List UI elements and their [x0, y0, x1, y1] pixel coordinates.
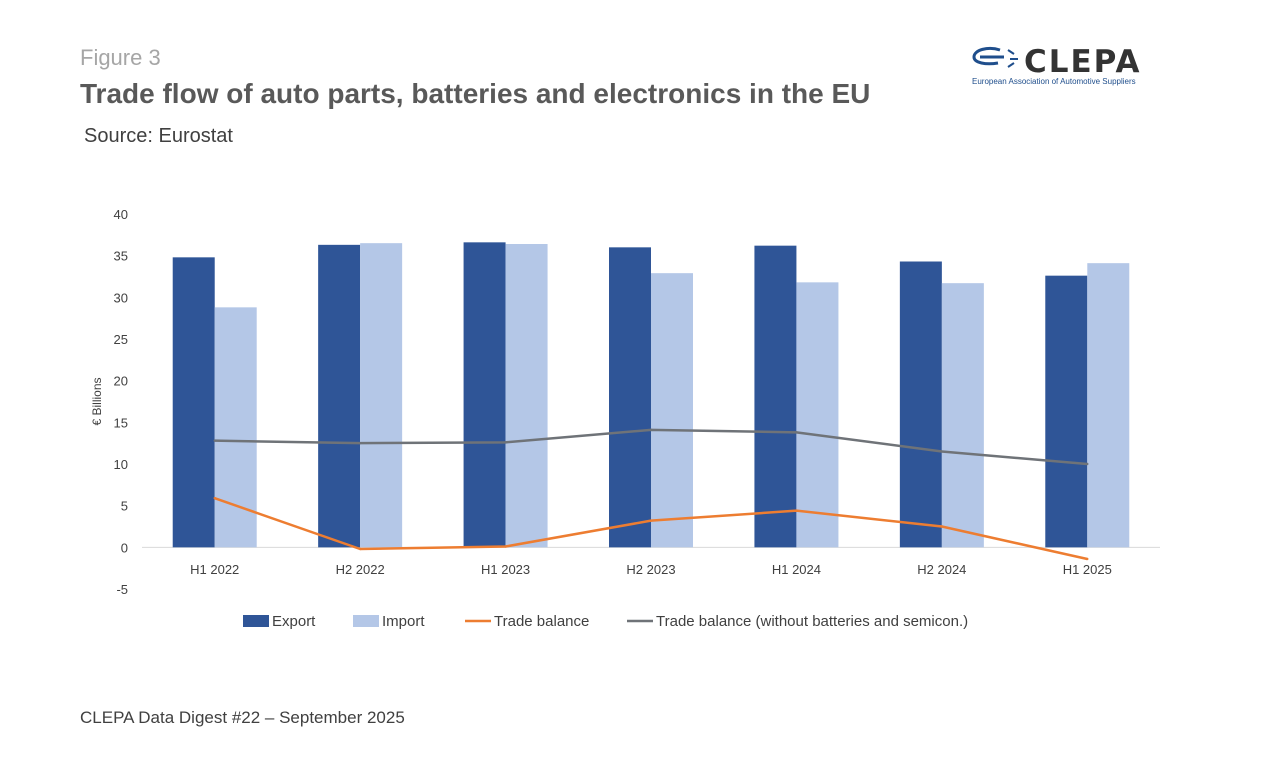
trade-balance-point [213, 496, 216, 500]
x-tick-label: H1 2023 [481, 562, 530, 577]
logo-name: CLEPA [1024, 44, 1142, 80]
trade-balance-adjusted-point [795, 431, 798, 434]
y-tick-label: -5 [116, 582, 128, 597]
import-bar [796, 282, 839, 548]
footer-note: CLEPA Data Digest #22 – September 2025 [80, 708, 405, 727]
export-bar [318, 244, 361, 548]
export-bar [609, 247, 651, 548]
y-axis-label: € Billions [90, 377, 104, 425]
y-tick-label: 20 [114, 374, 128, 389]
chart-source: Source: Eurostat [84, 125, 233, 147]
legend-label: Export [272, 613, 316, 630]
y-tick-label: 35 [114, 249, 128, 264]
trade-balance-point [795, 509, 798, 512]
y-tick-label: 15 [114, 415, 128, 430]
trade-balance-point [1086, 557, 1089, 561]
y-tick-label: 30 [114, 290, 128, 305]
legend-label: Trade balance (without batteries and sem… [656, 613, 968, 630]
chart-title: Trade flow of auto parts, batteries and … [80, 78, 871, 109]
clepa-logo: CLEPA European Association of Automotive… [970, 42, 1155, 92]
clepa-swoosh-icon [972, 46, 1018, 68]
x-tick-label: H1 2025 [1063, 562, 1112, 577]
legend-label: Import [382, 613, 425, 630]
legend-label: Trade balance [494, 613, 589, 630]
trade-balance-adjusted-point [358, 441, 362, 445]
trade-balance-adjusted-point [940, 450, 944, 453]
trade-balance-point [358, 547, 362, 551]
export-bar [754, 245, 797, 548]
import-bar [941, 283, 984, 548]
import-bar [651, 273, 693, 548]
export-bar [463, 242, 506, 548]
x-tick-label: H2 2024 [917, 562, 966, 577]
import-bar [1087, 263, 1130, 548]
x-tick-label: H1 2022 [190, 562, 239, 577]
trade-balance-adjusted-point [213, 439, 216, 442]
y-tick-label: 25 [114, 332, 128, 347]
y-tick-label: 0 [121, 540, 128, 555]
trade-balance-adjusted-point [649, 428, 653, 432]
trade-balance-adjusted-point [504, 441, 507, 444]
y-tick-label: 40 [114, 207, 128, 222]
trade-balance-point [504, 545, 507, 548]
x-tick-label: H1 2024 [772, 562, 821, 577]
legend-swatch-export [243, 615, 269, 627]
x-tick-label: H2 2022 [336, 562, 385, 577]
y-tick-label: 10 [114, 457, 128, 472]
trade-balance-point [649, 519, 653, 522]
trade-balance-adjusted-point [1086, 462, 1089, 466]
trade-balance-point [940, 525, 944, 528]
export-bar [899, 261, 942, 548]
import-bar [505, 244, 548, 548]
x-tick-label: H2 2023 [626, 562, 675, 577]
export-bar [1045, 275, 1088, 548]
figure-label: Figure 3 [80, 45, 161, 70]
y-tick-label: 5 [121, 499, 128, 514]
export-bar [172, 257, 215, 548]
import-bar [360, 243, 403, 548]
logo-tagline: European Association of Automotive Suppl… [972, 77, 1136, 86]
import-bar [214, 307, 257, 548]
legend-swatch-import [353, 615, 379, 627]
